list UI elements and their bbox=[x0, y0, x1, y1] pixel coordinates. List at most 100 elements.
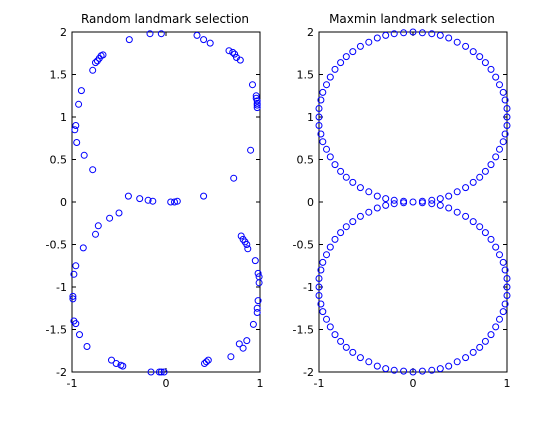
data-point bbox=[253, 97, 261, 105]
data-point bbox=[160, 368, 168, 376]
data-point bbox=[236, 56, 244, 64]
data-point bbox=[70, 270, 78, 278]
data-point bbox=[390, 30, 398, 38]
data-point bbox=[94, 222, 102, 230]
axes-box bbox=[71, 31, 261, 373]
data-point bbox=[239, 344, 247, 352]
data-point bbox=[356, 42, 364, 50]
y-tick-labels: 2 1.5 1 0.5 0 -0.5 -1 -1.5 -2 bbox=[293, 26, 314, 379]
data-point bbox=[331, 161, 339, 169]
data-point bbox=[230, 174, 238, 182]
data-point bbox=[317, 96, 325, 104]
data-point bbox=[342, 53, 350, 61]
x-tick-label: -1 bbox=[67, 377, 78, 390]
data-point bbox=[487, 235, 495, 243]
data-point bbox=[315, 105, 323, 112]
data-point bbox=[382, 31, 390, 39]
data-point bbox=[252, 92, 260, 100]
data-point bbox=[254, 269, 262, 277]
data-point bbox=[496, 81, 503, 89]
data-point bbox=[202, 358, 210, 366]
data-point bbox=[157, 368, 165, 376]
data-point bbox=[323, 315, 330, 323]
data-point bbox=[136, 195, 144, 203]
data-point bbox=[492, 243, 500, 251]
data-point bbox=[337, 167, 345, 175]
data-point bbox=[496, 145, 503, 153]
data-point bbox=[75, 100, 83, 108]
data-point bbox=[254, 297, 262, 305]
data-point bbox=[337, 229, 345, 237]
y-tick-label: 0 bbox=[60, 196, 67, 209]
x-tick-label: 1 bbox=[257, 377, 264, 390]
x-tick-label: 0 bbox=[410, 377, 417, 390]
data-point bbox=[315, 122, 323, 129]
data-point bbox=[428, 30, 436, 38]
data-point bbox=[69, 295, 77, 303]
data-point bbox=[487, 65, 495, 73]
data-point bbox=[326, 73, 334, 81]
data-point bbox=[106, 214, 114, 222]
data-point bbox=[112, 360, 120, 367]
data-point bbox=[253, 304, 261, 312]
data-point bbox=[76, 331, 83, 339]
data-point bbox=[89, 166, 97, 174]
data-point bbox=[476, 173, 484, 181]
data-point bbox=[373, 204, 381, 212]
data-point bbox=[390, 196, 398, 204]
data-point bbox=[253, 104, 261, 112]
data-point bbox=[243, 337, 251, 345]
data-point bbox=[503, 292, 511, 299]
data-point bbox=[382, 201, 390, 209]
data-point bbox=[503, 105, 511, 112]
data-point bbox=[92, 230, 99, 238]
data-point bbox=[501, 96, 509, 104]
data-point bbox=[476, 343, 484, 351]
data-point bbox=[492, 153, 500, 161]
data-point bbox=[382, 365, 390, 373]
data-point bbox=[356, 184, 364, 192]
y-tick-label: 0 bbox=[307, 196, 314, 209]
data-point bbox=[503, 275, 511, 282]
data-points bbox=[315, 28, 511, 376]
data-point bbox=[487, 161, 495, 169]
data-point bbox=[469, 348, 477, 356]
data-point bbox=[476, 223, 484, 231]
data-point bbox=[501, 300, 509, 308]
y-tick-label: -0.5 bbox=[46, 239, 67, 252]
data-point bbox=[125, 36, 133, 44]
data-point bbox=[481, 59, 489, 67]
data-point bbox=[326, 243, 334, 251]
data-point bbox=[462, 184, 470, 192]
data-point bbox=[342, 343, 350, 351]
data-point bbox=[326, 153, 334, 161]
data-point bbox=[244, 245, 252, 253]
data-point bbox=[496, 251, 503, 259]
data-point bbox=[409, 28, 417, 36]
data-point bbox=[319, 308, 327, 316]
data-point bbox=[349, 348, 357, 356]
data-point bbox=[349, 178, 357, 186]
data-point bbox=[73, 139, 81, 146]
data-point bbox=[436, 201, 444, 209]
data-point bbox=[255, 279, 263, 287]
data-point bbox=[492, 73, 500, 81]
data-point bbox=[319, 88, 327, 96]
data-point bbox=[315, 275, 323, 282]
data-point bbox=[253, 101, 261, 109]
data-point bbox=[496, 315, 503, 323]
plot-title: Random landmark selection bbox=[81, 12, 249, 26]
y-tick-label: 1 bbox=[60, 111, 67, 124]
data-point bbox=[317, 266, 325, 274]
data-point bbox=[469, 178, 477, 186]
data-point bbox=[225, 47, 233, 55]
data-point bbox=[193, 31, 201, 39]
y-tick-label: 2 bbox=[60, 26, 67, 39]
data-point bbox=[206, 39, 214, 47]
data-point bbox=[243, 241, 251, 248]
data-point bbox=[501, 266, 509, 274]
data-point bbox=[418, 367, 426, 375]
data-point bbox=[147, 368, 155, 376]
